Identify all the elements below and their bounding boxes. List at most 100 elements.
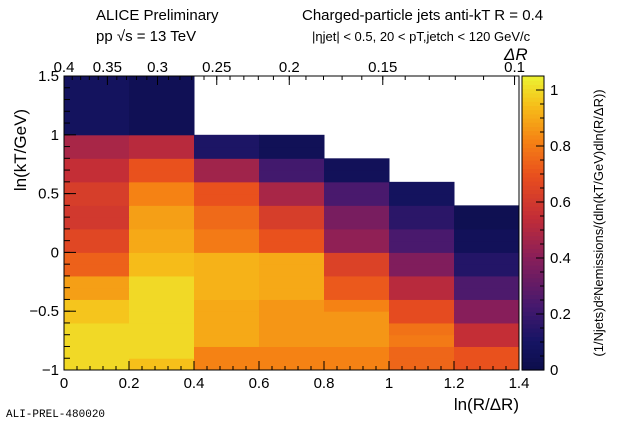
- y-tick-label: 0: [51, 244, 59, 261]
- heatmap-cell: [64, 217, 130, 230]
- heatmap-cell: [454, 275, 520, 289]
- header-right-line2: |ηjet| < 0.5, 20 < pT,jetch < 120 GeV/c: [312, 29, 531, 44]
- color-bar-segment: [522, 189, 544, 195]
- color-bar-segment: [522, 256, 544, 262]
- color-bar-gradient: [522, 76, 544, 371]
- color-bar-segment: [522, 302, 544, 308]
- top-tick-label: 0.25: [202, 59, 231, 76]
- color-bar-segment: [522, 176, 544, 182]
- heatmap-cell: [389, 287, 455, 300]
- color-bar-segment: [522, 239, 544, 245]
- heatmap-cell: [259, 217, 325, 230]
- heatmap-cell: [194, 334, 260, 347]
- heatmap-cell: [64, 299, 130, 312]
- heatmap-cell: [389, 193, 455, 206]
- heatmap-cell: [324, 181, 390, 195]
- heatmap-cell: [129, 334, 195, 347]
- heatmap-cell: [454, 217, 520, 230]
- y-axis: −1 −0.5 0 0.5 1 1.5: [29, 68, 76, 379]
- color-bar-segment: [522, 311, 544, 316]
- color-bar-segment: [522, 88, 544, 94]
- heatmap-cell: [129, 76, 195, 136]
- top-tick-label: 0.35: [93, 59, 122, 76]
- heatmap-cell: [64, 228, 130, 242]
- color-bar-segment: [522, 344, 544, 350]
- heatmap-cell: [259, 158, 325, 171]
- heatmap-cell: [259, 252, 325, 265]
- heatmap-cell: [129, 193, 195, 206]
- heatmap-cell: [259, 322, 325, 336]
- color-bar-segment: [522, 349, 544, 354]
- heatmap-cell: [64, 181, 130, 195]
- color-bar-segment: [522, 323, 544, 329]
- heatmap-cell: [194, 146, 260, 159]
- heatmap-cell: [194, 193, 260, 206]
- color-bar-segment: [522, 214, 544, 220]
- heatmap-cell: [64, 205, 130, 218]
- color-bar-segment: [522, 101, 544, 106]
- heatmap-cell: [259, 346, 325, 359]
- heatmap-cell: [64, 252, 130, 265]
- heatmap-cell: [64, 358, 130, 371]
- color-bar: 0 0.2 0.4 0.6 0.8 1: [521, 75, 571, 379]
- top-axis: 0.4 0.35 0.3 0.25 0.2 0.15 0.1: [54, 59, 525, 85]
- heatmap-cell: [259, 193, 325, 206]
- heatmap-cell: [129, 158, 195, 171]
- heatmap-cell: [194, 311, 260, 324]
- z-tick-label: 0.6: [550, 194, 571, 211]
- top-tick-label: 0.4: [54, 59, 75, 76]
- heatmap-cell: [194, 170, 260, 183]
- heatmap-cell: [129, 134, 195, 148]
- heatmap-cell: [129, 264, 195, 277]
- heatmap-cell: [454, 228, 520, 242]
- heatmap-cell: [129, 358, 195, 371]
- header-left-line2: pp √s = 13 TeV: [96, 28, 196, 45]
- heatmap-cell: [64, 146, 130, 159]
- heatmap-cell: [454, 322, 520, 336]
- color-bar-segment: [522, 353, 544, 358]
- header-right-line1: Charged-particle jets anti-kT R = 0.4: [302, 7, 543, 24]
- y-tick-label: −1: [42, 362, 59, 379]
- heatmap-cell: [454, 299, 520, 312]
- color-bar-segment: [522, 244, 544, 249]
- y-tick-label: 1: [51, 127, 59, 144]
- color-bar-segment: [522, 273, 544, 279]
- z-tick-label: 0.8: [550, 138, 571, 155]
- color-bar-segment: [522, 193, 544, 199]
- color-bar-segment: [522, 332, 544, 337]
- top-axis-title: ΔR: [503, 45, 528, 64]
- heatmap-cell: [194, 158, 260, 171]
- heatmap-cell: [324, 205, 390, 218]
- heatmap-cell: [64, 275, 130, 289]
- heatmap-cell: [389, 264, 455, 277]
- heatmap-cell: [454, 264, 520, 277]
- heatmap-cell: [129, 170, 195, 183]
- color-bar-segment: [522, 155, 544, 161]
- heatmap-cell: [129, 311, 195, 324]
- heatmap-cell: [259, 334, 325, 347]
- color-bar-segment: [522, 307, 544, 312]
- heatmap-cell: [454, 334, 520, 347]
- color-bar-segment: [522, 126, 544, 132]
- color-bar-segment: [522, 109, 544, 115]
- color-bar-segment: [522, 181, 544, 186]
- heatmap-cell: [454, 252, 520, 265]
- heatmap-cell: [194, 346, 260, 359]
- heatmap-cell: [324, 299, 390, 312]
- heatmap-cell: [259, 181, 325, 195]
- heatmap-cell: [454, 287, 520, 300]
- heatmap-cell: [129, 240, 195, 253]
- top-tick-label: 0.15: [368, 59, 397, 76]
- color-bar-segment: [522, 286, 544, 291]
- color-bar-segment: [522, 197, 544, 203]
- color-bar-segment: [522, 172, 544, 178]
- heatmap-cell: [194, 287, 260, 300]
- color-bar-axis: 0 0.2 0.4 0.6 0.8 1: [536, 75, 571, 379]
- color-bar-segment: [522, 92, 544, 98]
- color-bar-segment: [522, 269, 544, 274]
- color-bar-segment: [522, 340, 544, 346]
- x-tick-label: 0: [60, 375, 68, 392]
- y-tick-label: 0.5: [38, 186, 59, 203]
- color-bar-segment: [522, 118, 544, 123]
